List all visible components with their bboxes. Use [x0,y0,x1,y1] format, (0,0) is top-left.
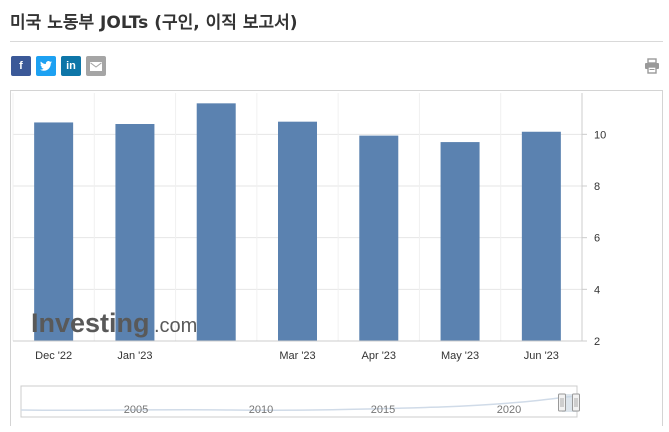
bar [278,121,317,341]
navigator-frame [20,385,578,418]
facebook-icon: f [19,60,23,72]
facebook-share-button[interactable]: f [11,56,31,76]
linkedin-icon: in [66,60,76,72]
x-tick-label: Dec '22 [35,350,72,362]
x-tick-label: Apr '23 [362,350,397,362]
title-divider [10,41,663,42]
y-tick-label: 2 [594,336,600,348]
bar [521,131,561,341]
navigator-handle[interactable] [558,393,566,412]
x-tick-label: Jun '23 [524,350,559,362]
range-navigator[interactable]: 2005 2010 2015 2020 [20,385,580,418]
print-button[interactable] [644,58,660,74]
twitter-icon [40,61,52,71]
y-tick-label: 6 [594,233,600,245]
navigator-year-label: 2005 [124,404,148,416]
navigator-year-label: 2015 [371,404,395,416]
navigator-handle[interactable] [572,393,580,412]
investing-watermark: Investing .com [31,308,197,338]
x-tick-label: Mar '23 [279,350,315,362]
x-tick-label: Jan '23 [117,350,152,362]
bar-chart: Investing .com 2 4 6 8 10 Dec '22 Jan '23 Mar '… [12,93,606,418]
linkedin-share-button[interactable]: in [61,56,81,76]
navigator-year-label: 2020 [497,404,521,416]
twitter-share-button[interactable] [36,56,56,76]
email-share-button[interactable] [86,56,106,76]
x-tick-label: May '23 [441,350,479,362]
y-tick-label: 4 [594,284,600,296]
navigator-series [20,395,578,412]
email-icon [90,61,102,71]
watermark-brand: Investing [31,308,150,338]
bar [359,135,399,341]
y-tick-label: 10 [594,129,606,141]
bar [196,103,236,341]
bar [440,142,480,341]
bar [34,122,74,341]
share-bar: f in [11,56,106,76]
bar [115,124,155,341]
navigator-year-label: 2010 [249,404,273,416]
page-title: 미국 노동부 JOLTs (구인, 이직 보고서) [10,13,298,33]
watermark-suffix: .com [154,315,197,337]
y-tick-label: 8 [594,181,600,193]
printer-icon [645,58,659,74]
chart-container: Investing .com 2 4 6 8 10 Dec '22 Jan '23 Mar '… [10,90,663,426]
